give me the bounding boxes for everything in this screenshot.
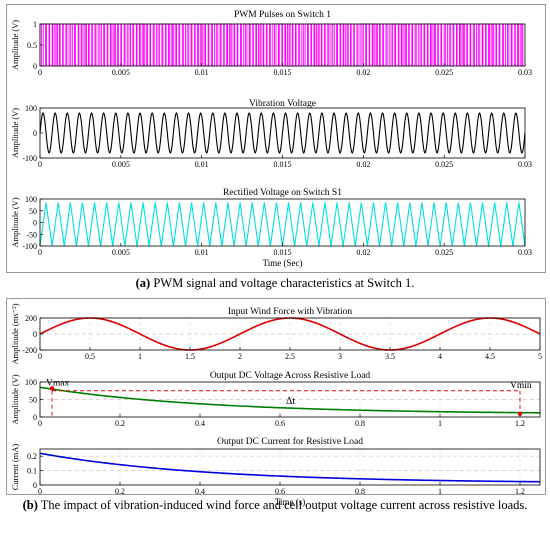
chart-title: PWM Pulses on Switch 1 xyxy=(234,10,331,20)
x-axis-label: Time (s) xyxy=(275,497,305,507)
x-tick-label: 0 xyxy=(38,68,42,77)
chart-title: Output DC Voltage Across Resistive Load xyxy=(210,371,371,381)
y-tick-label: 0 xyxy=(33,219,37,228)
y-axis-label: Amplitude (ms⁻²) xyxy=(10,303,20,364)
delta-t-label: Δt xyxy=(286,396,295,407)
y-tick-label: 100 xyxy=(25,378,37,387)
caption-a-text: PWM signal and voltage characteristics a… xyxy=(153,276,415,290)
x-tick-label: 1.2 xyxy=(515,419,525,428)
chart-title: Output DC Current for Resistive Load xyxy=(217,436,363,447)
x-tick-label: 1 xyxy=(438,487,442,496)
x-tick-label: 0.025 xyxy=(435,68,453,77)
y-tick-label: 0.2 xyxy=(27,452,37,461)
chart-title: Vibration Voltage xyxy=(249,99,316,109)
x-tick-label: 3 xyxy=(338,352,342,361)
x-tick-label: 1 xyxy=(138,352,142,361)
x-tick-label: 0.005 xyxy=(112,160,130,169)
x-tick-label: 0.005 xyxy=(112,248,130,257)
y-tick-label: -100 xyxy=(22,242,37,251)
x-tick-label: 0.02 xyxy=(356,68,370,77)
x-tick-label: 0.03 xyxy=(518,68,532,77)
series-line xyxy=(39,202,526,247)
x-tick-label: 0.015 xyxy=(274,160,292,169)
y-tick-label: 0.1 xyxy=(27,467,37,476)
x-tick-label: 0.01 xyxy=(195,68,209,77)
vmin-label: Vmin xyxy=(510,381,532,391)
y-tick-label: 0 xyxy=(33,481,37,490)
x-tick-label: 0.8 xyxy=(355,487,365,496)
x-tick-label: 4.5 xyxy=(485,352,495,361)
y-tick-label: 0 xyxy=(33,413,37,422)
y-axis-label: Current (mA) xyxy=(10,444,20,491)
y-axis-label: Amplitude (V) xyxy=(10,197,20,247)
y-tick-label: 50 xyxy=(29,207,37,216)
x-tick-label: 0.02 xyxy=(356,248,370,257)
x-tick-label: 0.005 xyxy=(112,68,130,77)
x-tick-label: 0.015 xyxy=(274,68,292,77)
y-tick-label: 0.5 xyxy=(27,41,37,50)
x-tick-label: 0.025 xyxy=(435,248,453,257)
y-tick-label: 1 xyxy=(33,20,37,29)
y-axis-label: Amplitude (V) xyxy=(10,20,20,70)
y-tick-label: 200 xyxy=(25,314,37,323)
y-tick-label: 0 xyxy=(33,129,37,138)
y-tick-label: 100 xyxy=(25,104,37,113)
chart-title: Input Wind Force with Vibration xyxy=(228,307,353,317)
x-tick-label: 1.5 xyxy=(185,352,195,361)
x-tick-label: 0.015 xyxy=(274,248,292,257)
caption-b: (b) The impact of vibration-induced wind… xyxy=(0,498,550,513)
x-tick-label: 0.2 xyxy=(115,419,125,428)
x-tick-label: 0.8 xyxy=(355,419,365,428)
x-tick-label: 0.5 xyxy=(85,352,95,361)
series-line xyxy=(39,386,541,414)
plot-frame xyxy=(39,198,526,247)
series-line xyxy=(39,452,541,483)
x-tick-label: 0 xyxy=(38,248,42,257)
caption-a: (a) PWM signal and voltage characteristi… xyxy=(0,276,550,291)
y-tick-label: -100 xyxy=(22,154,37,163)
x-tick-label: 0.4 xyxy=(195,419,205,428)
x-tick-label: 4 xyxy=(438,352,442,361)
x-tick-label: 0.03 xyxy=(518,160,532,169)
x-tick-label: 0.4 xyxy=(195,487,205,496)
x-tick-label: 0.01 xyxy=(195,160,209,169)
y-tick-label: 100 xyxy=(25,195,37,204)
vmax-label: Vmax xyxy=(46,378,69,388)
x-tick-label: 0 xyxy=(38,487,42,496)
series-line xyxy=(39,23,525,67)
y-tick-label: -50 xyxy=(26,230,37,239)
vmin-marker xyxy=(517,411,523,417)
x-tick-label: 5 xyxy=(538,352,542,361)
plot-frame xyxy=(39,448,541,486)
y-tick-label: 0 xyxy=(33,330,37,339)
x-tick-label: 0 xyxy=(38,160,42,169)
x-tick-label: 2 xyxy=(238,352,242,361)
x-tick-label: 2.5 xyxy=(285,352,295,361)
x-tick-label: 0.2 xyxy=(115,487,125,496)
series-line xyxy=(39,112,526,154)
x-tick-label: 1.2 xyxy=(515,487,525,496)
x-tick-label: 0 xyxy=(38,419,42,428)
x-tick-label: 0.03 xyxy=(518,248,532,257)
x-tick-label: 0.025 xyxy=(435,160,453,169)
x-tick-label: 3.5 xyxy=(385,352,395,361)
x-tick-label: 0 xyxy=(38,352,42,361)
y-tick-label: 0 xyxy=(33,62,37,71)
chart-title: Rectified Voltage on Switch S1 xyxy=(223,187,342,198)
x-axis-label: Time (Sec) xyxy=(263,258,303,268)
y-axis-label: Amplitude (V) xyxy=(10,108,20,158)
caption-b-label: (b) xyxy=(22,498,38,512)
y-axis-label: Amplitude (V) xyxy=(10,374,20,424)
y-tick-label: 50 xyxy=(29,396,37,405)
x-tick-label: 0.6 xyxy=(275,419,285,428)
caption-b-text: The impact of vibration-induced wind for… xyxy=(40,498,528,512)
vmax-marker xyxy=(49,386,55,391)
y-tick-label: -200 xyxy=(22,346,37,355)
x-tick-label: 1 xyxy=(438,419,442,428)
x-tick-label: 0.01 xyxy=(195,248,209,257)
x-tick-label: 0.02 xyxy=(356,160,370,169)
x-tick-label: 0.6 xyxy=(275,487,285,496)
caption-a-label: (a) xyxy=(135,276,151,290)
